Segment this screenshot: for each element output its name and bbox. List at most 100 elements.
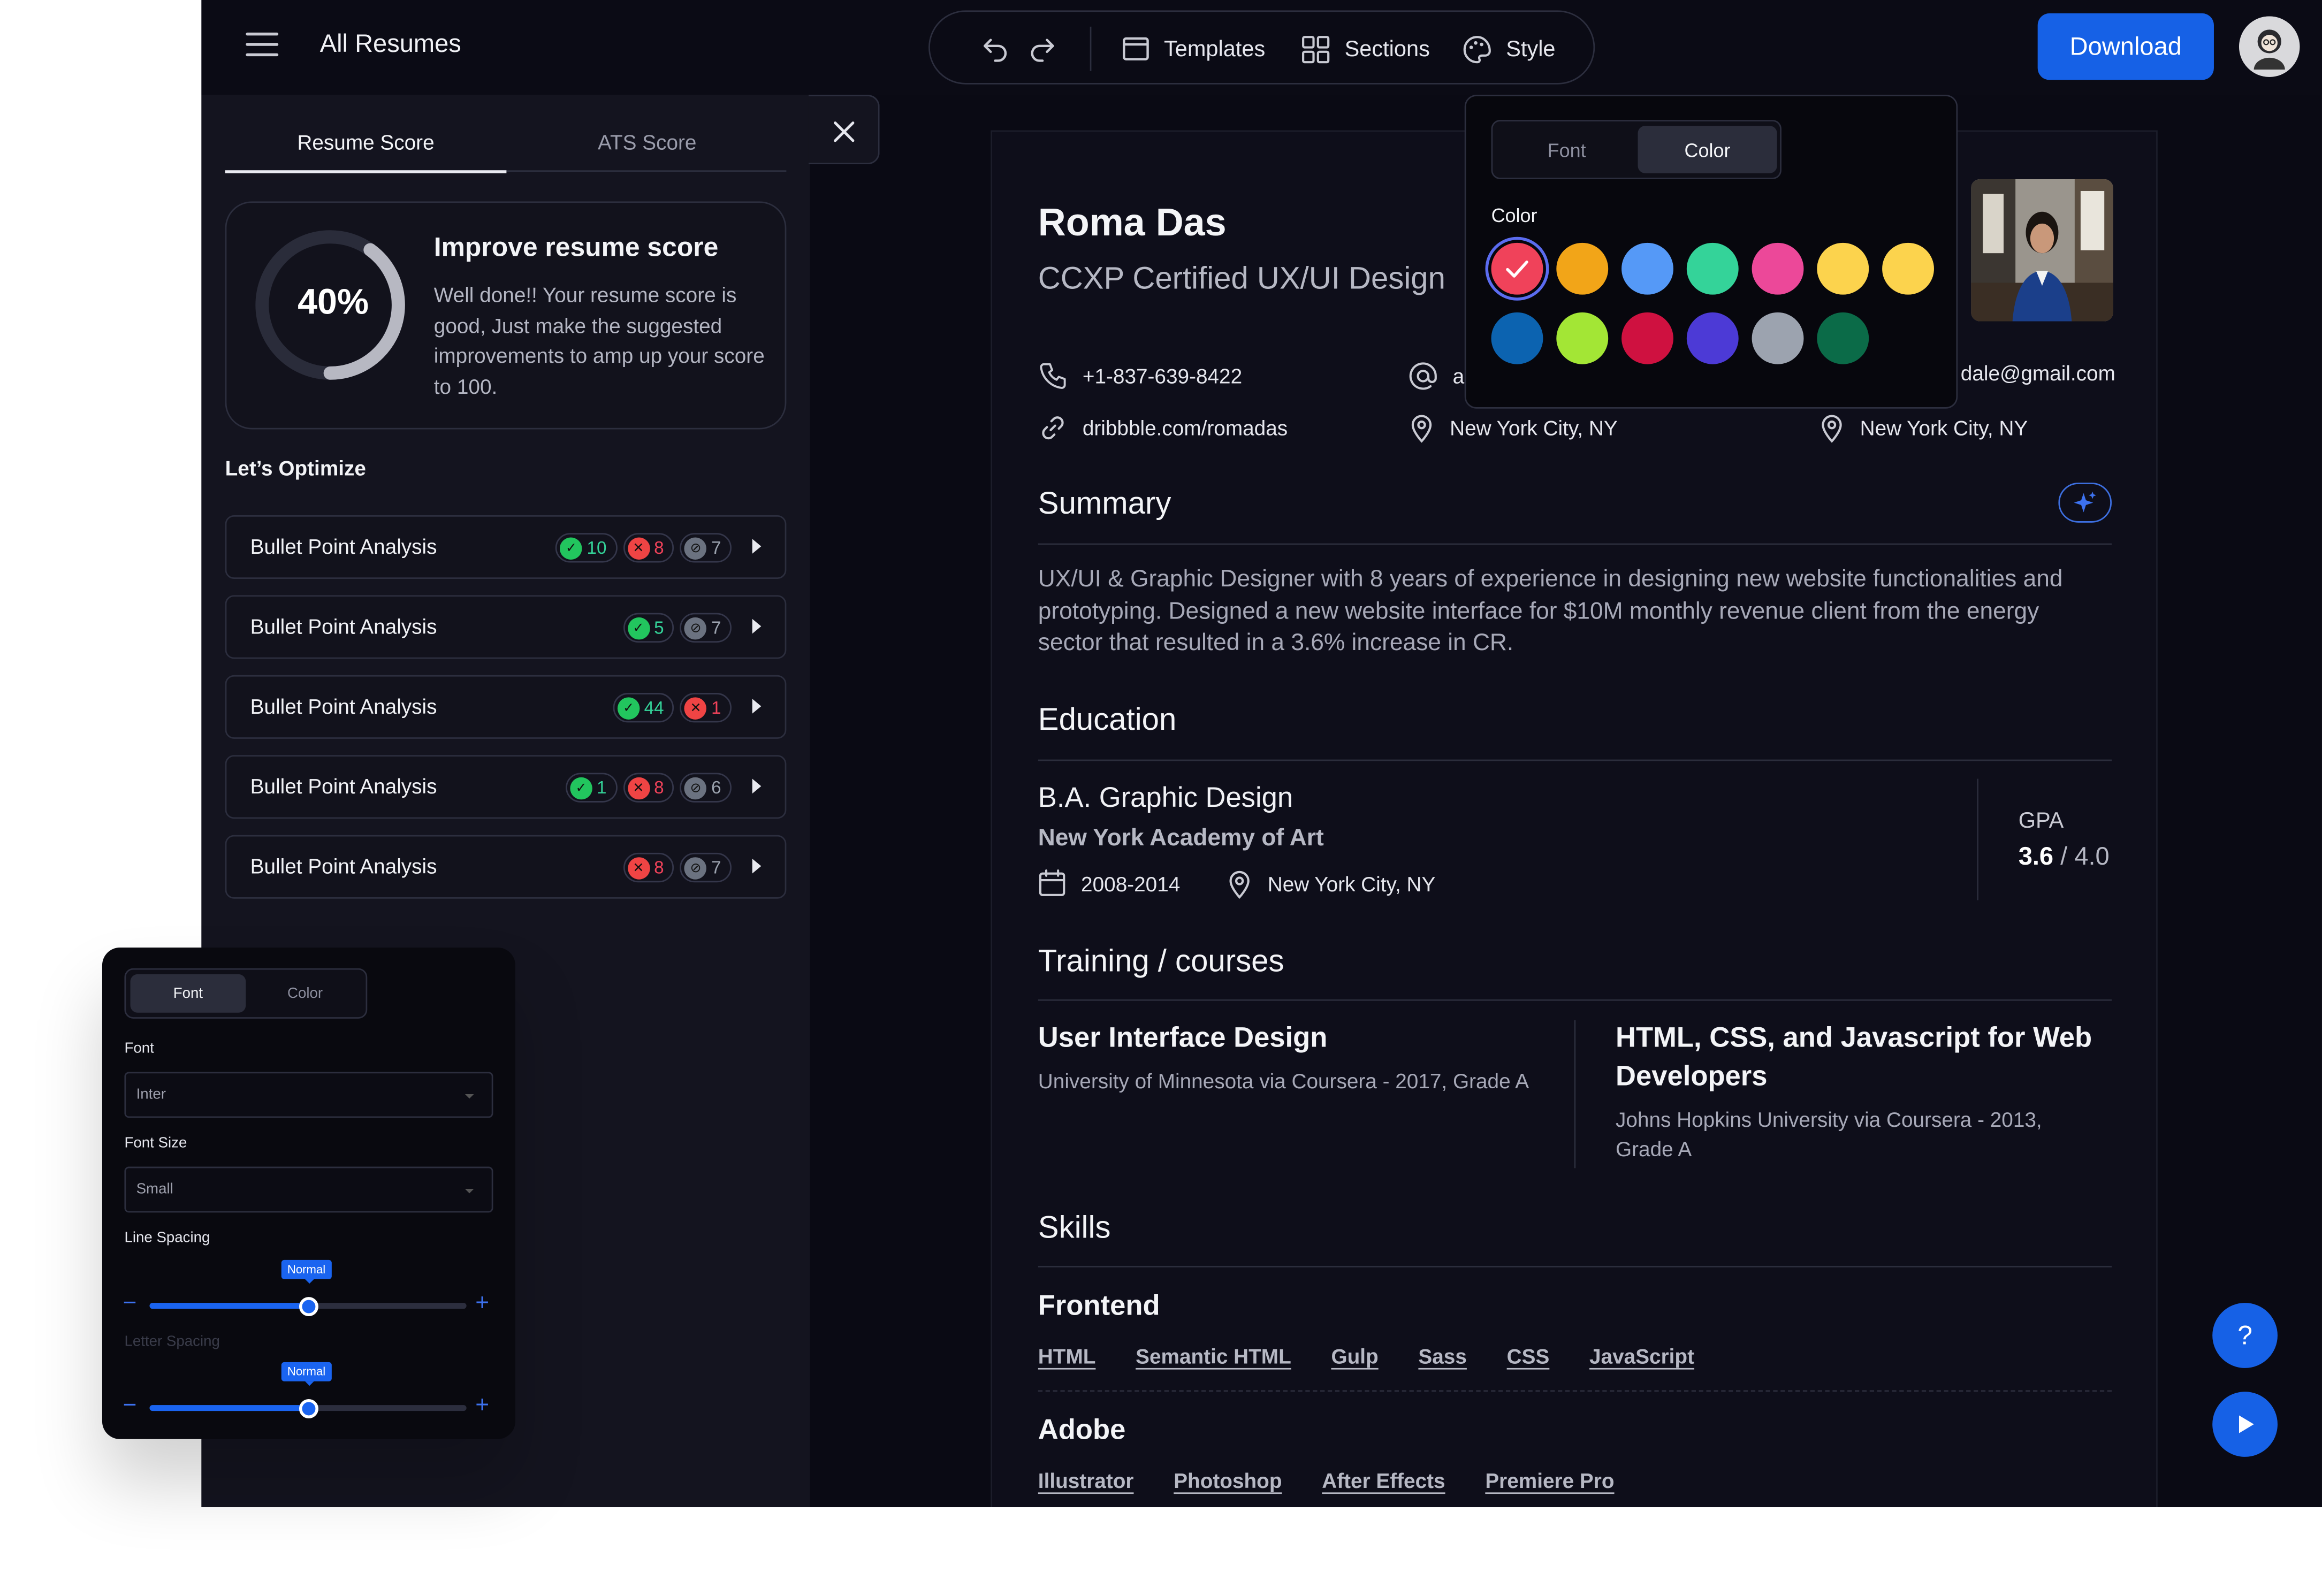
ai-assist-button[interactable] [2058, 483, 2112, 523]
badge-count: 7 [711, 537, 721, 559]
years-text: 2008-2014 [1081, 871, 1181, 895]
analysis-row[interactable]: Bullet Point Analysis ✓ 10 ✕ 8 ⊘ 7 [225, 515, 787, 579]
font-color-toggle: Font Color [124, 968, 368, 1019]
skill-tag[interactable]: Sass [1418, 1344, 1467, 1368]
check-icon: ✓ [627, 616, 650, 639]
tab-color[interactable]: Color [287, 985, 323, 1002]
contact-email[interactable]: al [1409, 361, 1469, 391]
avatar[interactable] [2239, 16, 2300, 77]
course-title[interactable]: User Interface Design [1038, 1023, 1328, 1055]
letter-spacing-label: Letter Spacing [124, 1334, 220, 1350]
color-swatch[interactable] [1621, 242, 1673, 295]
slider-thumb[interactable] [299, 1297, 318, 1317]
color-swatch[interactable] [1686, 312, 1739, 364]
slider-thumb[interactable] [299, 1399, 318, 1418]
contact-location[interactable]: New York City, NY [1409, 413, 1618, 443]
close-panel-button[interactable] [808, 95, 880, 165]
analysis-row[interactable]: Bullet Point Analysis ✕ 8 ⊘ 7 [225, 835, 787, 899]
skill-tag[interactable]: Semantic HTML [1136, 1344, 1291, 1368]
badge-count: 1 [597, 777, 607, 798]
tab-font[interactable]: Font [130, 974, 246, 1013]
chevron-right-icon [752, 539, 762, 554]
skill-tag[interactable]: JavaScript [1589, 1344, 1695, 1368]
score-description: Well done!! Your resume score is good, J… [433, 282, 765, 398]
block-icon: ⊘ [684, 776, 707, 799]
education-degree[interactable]: B.A. Graphic Design [1038, 783, 1293, 814]
help-button[interactable]: ? [2212, 1303, 2278, 1368]
skills-heading[interactable]: Skills [1038, 1211, 1111, 1246]
analysis-row[interactable]: Bullet Point Analysis ✓ 1 ✕ 8 ⊘ 6 [225, 755, 787, 819]
sections-label: Sections [1344, 36, 1430, 62]
style-button[interactable]: Style [1461, 12, 1556, 86]
course-detail[interactable]: University of Minnesota via Coursera - 2… [1038, 1068, 1529, 1093]
course-detail[interactable]: Johns Hopkins University via Coursera - … [1616, 1107, 2042, 1161]
color-swatch[interactable] [1686, 242, 1739, 295]
color-swatch[interactable] [1556, 242, 1609, 295]
font-size-select[interactable]: Small [124, 1166, 493, 1213]
tab-font[interactable]: Font [1547, 138, 1586, 161]
color-swatch[interactable] [1491, 242, 1543, 295]
resume-name[interactable]: Roma Das [1038, 200, 1227, 245]
menu-icon[interactable] [246, 32, 279, 59]
minus-icon[interactable]: − [123, 1393, 137, 1418]
color-swatch[interactable] [1752, 312, 1804, 364]
color-swatch[interactable] [1621, 312, 1673, 364]
tab-ats-score[interactable]: ATS Score [598, 130, 697, 154]
color-swatch[interactable] [1817, 242, 1869, 295]
pin-icon [1229, 870, 1250, 899]
resume-role[interactable]: CCXP Certified UX/UI Design [1038, 262, 1445, 296]
phone-icon [1040, 363, 1066, 389]
line-spacing-slider[interactable]: − Normal + [123, 1259, 496, 1319]
contact-phone[interactable]: +1-837-639-8422 [1038, 361, 1242, 391]
sections-icon [1302, 35, 1330, 63]
profile-photo[interactable] [1971, 179, 2113, 322]
skill-group-title[interactable]: Frontend [1038, 1290, 1160, 1323]
location-text-2: New York City, NY [1860, 416, 2028, 440]
editor-toolbar: Templates Sections Style [928, 10, 1595, 86]
skill-tag[interactable]: Gulp [1331, 1344, 1379, 1368]
letter-spacing-slider[interactable]: − Normal + [123, 1362, 496, 1421]
summary-text[interactable]: UX/UI & Graphic Designer with 8 years of… [1038, 567, 2063, 656]
templates-button[interactable]: Templates [1121, 12, 1265, 86]
undo-button[interactable] [980, 12, 1010, 86]
color-swatch[interactable] [1817, 312, 1869, 364]
skill-group-title[interactable]: Adobe [1038, 1415, 1126, 1447]
course-title[interactable]: HTML, CSS, and Javascript for Web Develo… [1616, 1023, 2092, 1093]
training-heading[interactable]: Training / courses [1038, 944, 1284, 979]
skill-tag[interactable]: Illustrator [1038, 1469, 1134, 1493]
analysis-row[interactable]: Bullet Point Analysis ✓ 5 ⊘ 7 [225, 595, 787, 659]
skill-tag[interactable]: Photoshop [1174, 1469, 1282, 1493]
font-select[interactable]: Inter [124, 1072, 493, 1118]
skill-tag[interactable]: After Effects [1322, 1469, 1445, 1493]
education-location[interactable]: New York City, NY [1226, 869, 1435, 899]
color-swatch[interactable] [1556, 312, 1609, 364]
skill-tag[interactable]: HTML [1038, 1344, 1096, 1368]
color-swatch[interactable] [1491, 312, 1543, 364]
tab-resume-score[interactable]: Resume Score [297, 130, 435, 154]
redo-button[interactable] [1027, 12, 1057, 86]
play-button[interactable] [2212, 1392, 2278, 1457]
sections-button[interactable]: Sections [1300, 12, 1430, 86]
education-school[interactable]: New York Academy of Art [1038, 826, 1324, 852]
plus-icon[interactable]: + [475, 1393, 490, 1418]
minus-icon[interactable]: − [123, 1290, 137, 1317]
toolbar-divider [1090, 26, 1092, 71]
tab-color[interactable]: Color [1638, 126, 1777, 173]
education-heading[interactable]: Education [1038, 703, 1177, 738]
color-swatch[interactable] [1882, 242, 1934, 295]
training-divider [1038, 999, 2112, 1001]
app-window: All Resumes Templates Sections [201, 0, 2322, 1508]
color-swatch[interactable] [1752, 242, 1804, 295]
cross-badge: ✕ 8 [622, 533, 674, 563]
contact-website[interactable]: dribbble.com/romadas [1038, 413, 1288, 442]
summary-heading[interactable]: Summary [1038, 487, 1171, 522]
analysis-row[interactable]: Bullet Point Analysis ✓ 44 ✕ 1 [225, 675, 787, 739]
skill-tag[interactable]: Premiere Pro [1485, 1469, 1615, 1493]
contact-location-2[interactable]: New York City, NY [1818, 413, 2028, 443]
gpa-value[interactable]: 3.6 / 4.0 [2019, 843, 2110, 872]
education-years[interactable]: 2008-2014 [1038, 869, 1181, 897]
skill-tag[interactable]: CSS [1506, 1344, 1550, 1368]
badge-count: 8 [654, 857, 664, 878]
download-button[interactable]: Download [2037, 13, 2214, 80]
plus-icon[interactable]: + [475, 1290, 490, 1317]
